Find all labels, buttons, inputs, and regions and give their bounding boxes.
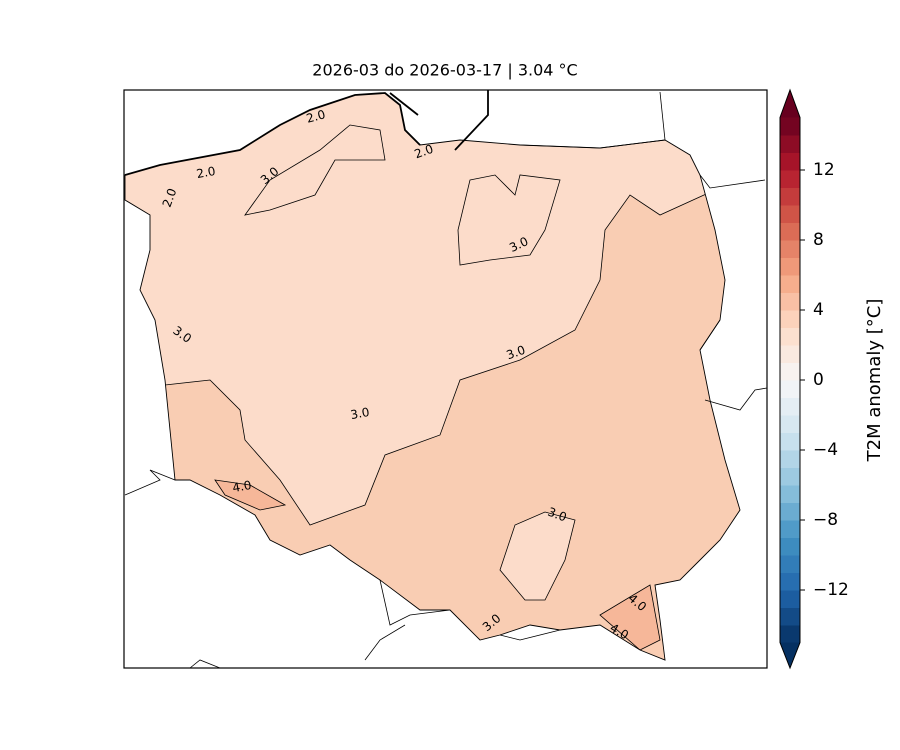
colorbar-band (780, 380, 800, 398)
colorbar-band (780, 397, 800, 416)
contour-line (244, 124, 386, 216)
colorbar-band (780, 345, 800, 363)
colorbar-band (780, 170, 800, 188)
colorbar-tick-label: 12 (813, 160, 835, 180)
contour-label: 4.0 (231, 478, 252, 495)
contour-label: 2.0 (305, 107, 327, 125)
colorbar: −12 −8 −4 0 4 8 12 (779, 88, 849, 670)
contour-label: 3.0 (546, 505, 569, 525)
map-title: 2026-03 do 2026-03-17 | 3.04 °C (312, 61, 577, 80)
contour-label: 2.0 (160, 186, 180, 209)
contour-label: 2.0 (195, 164, 216, 181)
colorbar-band (780, 222, 800, 241)
colorbar-tick-label: 8 (813, 230, 824, 250)
colorbar-band (780, 572, 800, 591)
colorbar-band (780, 607, 800, 626)
colorbar-band (780, 555, 800, 573)
colorbar-band (780, 520, 800, 538)
colorbar-tick-label: −4 (813, 440, 838, 460)
contour-label: 2.0 (412, 142, 435, 162)
contour-label: 3.0 (349, 405, 370, 422)
colorbar-outline (779, 88, 801, 670)
colorbar-tick-label: 4 (813, 300, 824, 320)
region-warm (214, 479, 287, 511)
colorbar-band (780, 537, 800, 556)
colorbar-tick-label: −8 (813, 510, 838, 530)
colorbar-band (780, 415, 800, 433)
colorbar-label: T2M anomaly [°C] (864, 299, 885, 463)
colorbar-band (780, 625, 800, 643)
coastline (124, 90, 489, 176)
colorbar-band (780, 152, 800, 171)
contour-label: 3.0 (504, 343, 527, 363)
colorbar-band (780, 117, 800, 136)
colorbar-band (780, 590, 800, 608)
colorbar-extend-top (780, 90, 800, 118)
colorbar-extend-bottom (780, 642, 800, 668)
colorbar-band (780, 187, 800, 206)
contour-line (457, 174, 561, 266)
region-warm (599, 584, 661, 651)
neighbor-border (124, 91, 768, 669)
colorbar-band (780, 485, 800, 503)
map-frame (123, 89, 768, 669)
colorbar-band (780, 135, 800, 153)
colorbar-band (780, 450, 800, 468)
colorbar-tick-label: −12 (813, 580, 849, 600)
colorbar-band (780, 327, 800, 346)
colorbar-band (780, 310, 800, 328)
colorbar-band (780, 432, 800, 451)
colorbar-band (780, 205, 800, 223)
region-island (499, 511, 576, 601)
colorbar-band (780, 275, 800, 293)
colorbar-band (780, 362, 800, 381)
colorbar-band (780, 240, 800, 258)
colorbar-band (780, 467, 800, 486)
colorbar-band (780, 257, 800, 276)
colorbar-tick-label: 0 (813, 370, 824, 390)
colorbar-band (780, 502, 800, 521)
colorbar-band (780, 292, 800, 311)
